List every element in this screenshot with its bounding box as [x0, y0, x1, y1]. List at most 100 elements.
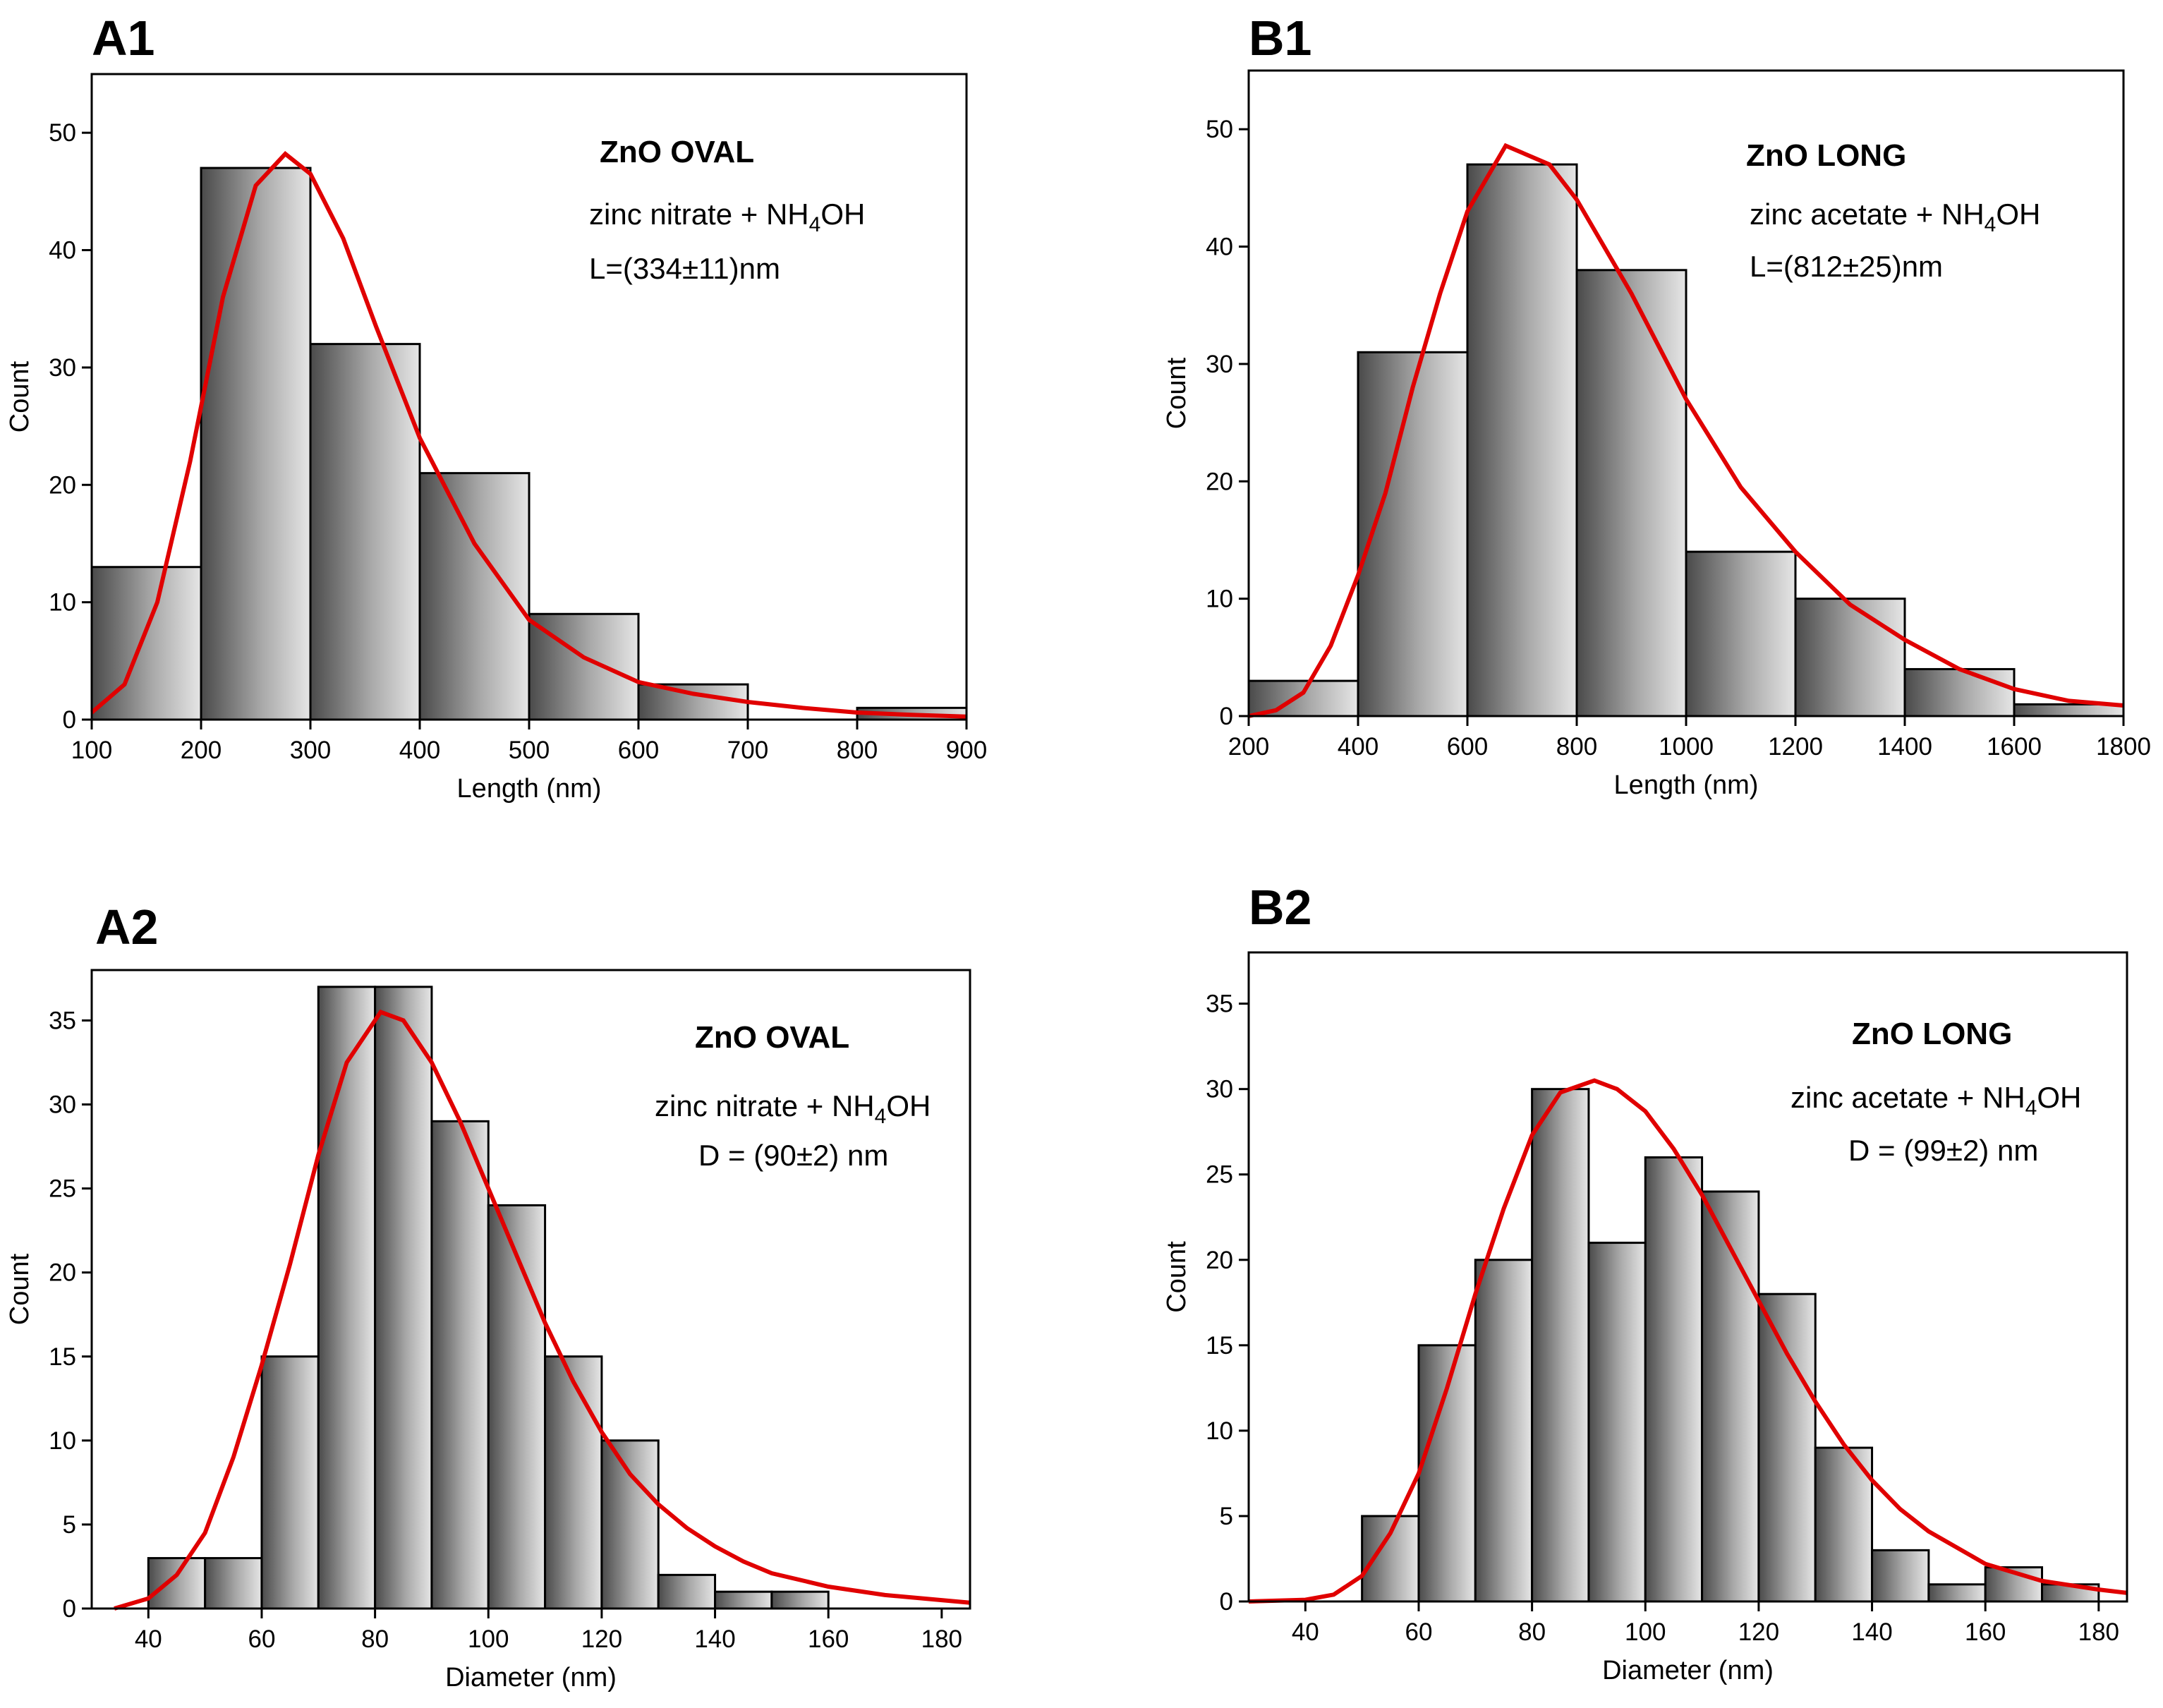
- x-tick-label: 1800: [2096, 733, 2151, 761]
- annotation-precursor-suffix: OH: [1996, 198, 2040, 231]
- x-tick-label: 80: [361, 1625, 389, 1653]
- panel-a1: 100 200 300 400 500 600 700 800 900 0 10 20 30 40 50 Le…: [5, 11, 987, 804]
- histogram-bar: [200, 166, 312, 721]
- y-tick-label: 0: [1220, 703, 1233, 730]
- histogram-bar: [657, 1573, 717, 1610]
- panel-b1: 200 400 600 800 1000 1200 1400 1600 1800 0 10 20 30 4…: [1162, 11, 2151, 800]
- x-axis-label: Length (nm): [1614, 770, 1759, 800]
- annotation-title: ZnO OVAL: [600, 135, 754, 169]
- x-tick-label: 600: [1447, 733, 1488, 761]
- annotation-size: D = (90±2) nm: [698, 1139, 888, 1172]
- panel-label: B2: [1249, 880, 1311, 935]
- x-tick-label: 60: [1405, 1618, 1432, 1646]
- histogram-bar: [1466, 163, 1578, 717]
- histogram-bar: [1531, 1088, 1590, 1603]
- x-tick-label: 60: [248, 1625, 275, 1653]
- annotation-subscript: 4: [2025, 1096, 2037, 1120]
- histogram-bar: [637, 683, 749, 721]
- annotation-precursor-suffix: OH: [2037, 1081, 2081, 1114]
- histogram-bar: [1871, 1549, 1930, 1603]
- x-tick-label: 200: [181, 737, 222, 764]
- y-tick-label: 10: [1206, 1417, 1233, 1445]
- panel-label: B1: [1249, 11, 1311, 66]
- y-tick-label: 10: [49, 589, 76, 617]
- histogram-bar: [544, 1355, 603, 1610]
- annotation-precursor: zinc nitrate + NH4OH: [655, 1089, 931, 1128]
- x-tick-label: 400: [1338, 733, 1379, 761]
- y-tick-label: 10: [49, 1427, 76, 1455]
- y-tick-label: 35: [1206, 991, 1233, 1018]
- y-axis-label: Count: [5, 361, 35, 432]
- fit-curve: [114, 1009, 971, 1611]
- x-tick-label: 600: [618, 737, 659, 764]
- x-tick-label: 40: [135, 1625, 162, 1653]
- y-tick-label: 35: [49, 1007, 76, 1034]
- histogram-bar: [1357, 351, 1469, 717]
- x-tick-label: 120: [581, 1625, 622, 1653]
- y-tick-label: 10: [1206, 586, 1233, 613]
- annotation-title: ZnO LONG: [1746, 138, 1906, 173]
- x-axis-label: Diameter (nm): [1602, 1656, 1774, 1685]
- panel-b2: 40 60 80 100 120 140 160 180 0 5 10 15 20 25 30 35 Diame…: [1162, 880, 2128, 1685]
- annotation-subscript: 4: [809, 213, 821, 236]
- histogram-bar: [770, 1590, 830, 1610]
- histogram-bar: [1575, 269, 1688, 717]
- y-tick-label: 0: [1220, 1588, 1233, 1616]
- x-tick-label: 1400: [1877, 733, 1932, 761]
- panel-a2: 40 60 80 100 120 140 160 180 0 5 10 15 20 25 30 35 Diame…: [5, 900, 971, 1692]
- x-tick-label: 80: [1518, 1618, 1546, 1646]
- x-tick-label: 1000: [1659, 733, 1714, 761]
- y-tick-label: 50: [1206, 116, 1233, 143]
- annotation-title: ZnO LONG: [1852, 1017, 2012, 1051]
- annotation-precursor-text: zinc nitrate + NH: [589, 198, 809, 231]
- y-tick-label: 40: [49, 237, 76, 265]
- histogram-bar: [1927, 1583, 1987, 1603]
- y-tick-label: 30: [49, 354, 76, 382]
- y-axis-label: Count: [1162, 1241, 1192, 1313]
- histogram-bar: [1685, 550, 1797, 717]
- annotation-precursor-text: zinc acetate + NH: [1791, 1081, 2025, 1114]
- panel-label: A2: [95, 900, 158, 955]
- histogram-bar: [309, 343, 421, 721]
- x-tick-label: 180: [921, 1625, 962, 1653]
- y-tick-label: 15: [1206, 1332, 1233, 1359]
- annotation-size: D = (99±2) nm: [1848, 1134, 2038, 1167]
- x-axis-label: Diameter (nm): [445, 1663, 617, 1692]
- histogram-bar: [1474, 1259, 1534, 1603]
- histogram-bar: [260, 1355, 320, 1610]
- x-tick-label: 180: [2078, 1618, 2119, 1646]
- y-tick-label: 0: [63, 1595, 76, 1623]
- y-tick-label: 30: [1206, 351, 1233, 378]
- histogram-bar: [487, 1204, 547, 1610]
- x-tick-label: 800: [1556, 733, 1597, 761]
- histogram-bar: [600, 1439, 660, 1610]
- annotation-size: L=(334±11)nm: [589, 252, 780, 285]
- histogram-bar: [1587, 1242, 1647, 1603]
- y-tick-label: 30: [49, 1091, 76, 1119]
- y-tick-label: 20: [1206, 468, 1233, 495]
- x-tick-label: 1600: [1987, 733, 2042, 761]
- x-tick-label: 100: [468, 1625, 509, 1653]
- annotation-precursor: zinc nitrate + NH4OH: [589, 198, 865, 236]
- annotation-title: ZnO OVAL: [695, 1020, 849, 1055]
- x-tick-label: 160: [808, 1625, 849, 1653]
- y-tick-label: 50: [49, 119, 76, 147]
- histogram-bar: [714, 1590, 773, 1610]
- histogram-bar: [1757, 1292, 1817, 1603]
- histogram-bar: [204, 1557, 263, 1610]
- y-tick-label: 20: [49, 471, 76, 499]
- x-tick-label: 1200: [1768, 733, 1823, 761]
- y-tick-label: 40: [1206, 234, 1233, 261]
- plot-frame: [90, 969, 971, 1610]
- histogram-bar: [1903, 667, 2016, 717]
- y-tick-label: 20: [1206, 1247, 1233, 1274]
- y-tick-label: 25: [1206, 1161, 1233, 1189]
- y-tick-label: 0: [63, 706, 76, 734]
- y-tick-label: 5: [63, 1511, 76, 1539]
- x-tick-label: 160: [1965, 1618, 2006, 1646]
- y-tick-label: 5: [1220, 1503, 1233, 1530]
- annotation-subscript: 4: [875, 1105, 887, 1128]
- plot-frame: [1247, 951, 2128, 1603]
